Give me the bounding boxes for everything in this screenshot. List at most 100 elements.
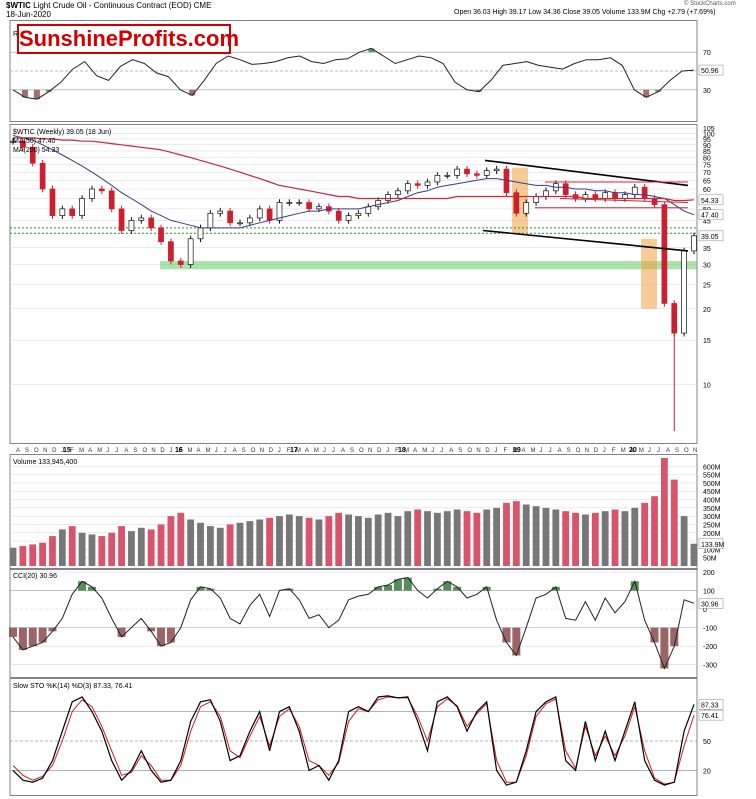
cci-label: CCI(20) 30.96 [13, 573, 57, 580]
volume-bar [414, 509, 422, 566]
candle-body [395, 190, 401, 195]
price-tick: 105 [703, 126, 715, 133]
ma200-badge: 54.33 [701, 198, 719, 205]
candle-body [108, 190, 115, 210]
candle-body [523, 202, 530, 214]
volume-bar [374, 514, 382, 566]
candle-body [612, 192, 618, 199]
volume-bar [364, 517, 372, 566]
month-tick: N [43, 448, 47, 454]
volume-bar [206, 526, 214, 566]
month-tick: M [296, 448, 301, 454]
month-tick: D [269, 448, 274, 454]
price-tick: 75 [703, 163, 711, 170]
month-tick: J [61, 448, 64, 454]
month-tick: A [558, 448, 562, 454]
sto-d-line [12, 696, 695, 785]
cci-tick: -100 [703, 626, 717, 633]
month-tick: N [368, 448, 372, 454]
cci-positive-fill [433, 588, 442, 591]
candle-body [158, 227, 164, 243]
month-tick: J [224, 448, 227, 454]
candle-body [562, 183, 569, 195]
cci-positive-fill [443, 581, 452, 591]
candle-body [20, 140, 26, 148]
volume-bar [690, 543, 698, 566]
candle-body [543, 190, 549, 197]
price-panel: 1051009590858075706560555045403530252015… [9, 124, 724, 454]
volume-tick: 500M [703, 481, 721, 488]
candle-body [493, 168, 500, 172]
month-tick: J [106, 448, 109, 454]
month-tick: N [476, 448, 480, 454]
volume-bar [453, 509, 461, 566]
volume-bar [157, 524, 165, 566]
cci-negative-fill [117, 627, 126, 637]
candle-body [128, 220, 135, 231]
sto-panel: 805020Slow STO %K(14) %D(3) 87.33, 76.41… [9, 678, 724, 796]
volume-bar [128, 531, 135, 566]
month-tick: S [133, 448, 137, 454]
candle-body [266, 208, 273, 221]
month-tick: S [567, 448, 571, 454]
price-tick: 90 [703, 143, 711, 150]
channel-lower [482, 229, 689, 252]
candle-body [414, 183, 421, 186]
cci-negative-fill [502, 627, 511, 643]
volume-bar [660, 458, 668, 566]
cci-negative-fill [147, 627, 156, 632]
panel-frame [9, 568, 698, 678]
candle-body [29, 146, 36, 164]
month-tick: D [52, 448, 57, 454]
cci-positive-fill [384, 584, 393, 591]
volume-bar [355, 516, 362, 566]
volume-bar [651, 496, 658, 566]
month-tick: J [657, 448, 660, 454]
support-zone [160, 260, 697, 270]
sto-tick: 50 [703, 739, 711, 746]
ma200-badge-box [698, 194, 724, 206]
volume-bar [88, 534, 96, 566]
candle-body [118, 208, 125, 231]
volume-bar [562, 511, 570, 566]
cci-positive-fill [551, 586, 560, 591]
sto-d-badge-box [698, 709, 724, 721]
volume-bar [118, 526, 125, 566]
mid-line-1 [559, 197, 689, 204]
month-tick: M [621, 448, 626, 454]
month-tick: F [70, 448, 74, 454]
volume-bar [197, 522, 204, 566]
sto-d-badge: 76.41 [701, 713, 719, 720]
volume-tick: 250M [703, 522, 721, 529]
volume-bar [433, 512, 441, 566]
candle-body [345, 215, 352, 221]
volume-bar [315, 519, 323, 566]
month-tick: D [594, 448, 599, 454]
rsi-oversold-fill [655, 89, 662, 92]
month-tick: N [151, 448, 155, 454]
month-tick: J [440, 448, 443, 454]
candle-body [424, 181, 431, 186]
volume-bar [325, 516, 333, 566]
cci-positive-fill [196, 586, 205, 591]
month-tick: M [512, 448, 517, 454]
month-tick: M [314, 448, 319, 454]
month-tick: N [693, 448, 697, 454]
candle-body [444, 175, 451, 177]
price-tick: 15 [703, 338, 711, 345]
cci-tick: -300 [703, 663, 717, 670]
ma50-label: MA(50) 47.40 [13, 138, 56, 145]
candle-body [335, 210, 342, 221]
cci-positive-fill [206, 588, 215, 591]
symbol: $WTIC [6, 1, 31, 10]
volume-label: Volume 133,945,400 [13, 459, 77, 466]
cci-positive-fill [393, 579, 402, 591]
candle-body [641, 186, 648, 199]
candle-body [671, 303, 678, 334]
volume-bar [404, 511, 412, 566]
volume-bar [226, 524, 234, 566]
highlight-zone-2018 [512, 167, 528, 234]
month-tick: S [675, 448, 679, 454]
month-tick: M [404, 448, 409, 454]
price-tick: 60 [703, 187, 711, 194]
